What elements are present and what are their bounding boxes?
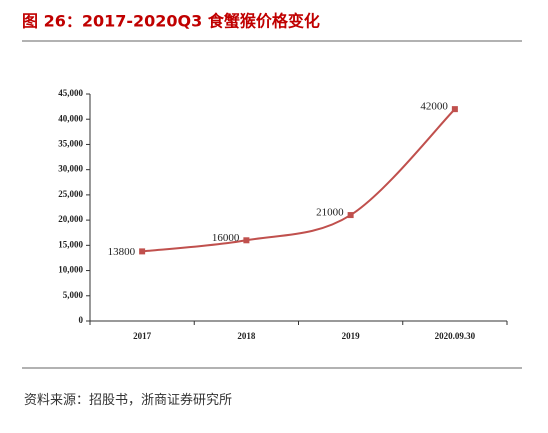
x-tick-label: 2018 — [237, 331, 256, 341]
y-tick-label: 5,000 — [63, 290, 84, 300]
y-tick-label: 40,000 — [58, 113, 83, 123]
line — [142, 108, 456, 253]
marker — [139, 248, 146, 255]
y-tick-label: 10,000 — [58, 265, 83, 275]
y-tick-label: 25,000 — [58, 189, 83, 199]
chart-title: 图 26：2017-2020Q3 食蟹猴价格变化 — [22, 12, 320, 31]
data-label: 13800 — [108, 246, 136, 258]
marker — [347, 212, 354, 219]
data-label: 16000 — [212, 232, 240, 244]
y-tick-label: 20,000 — [58, 214, 83, 224]
y-tick-label: 15,000 — [58, 239, 83, 249]
y-tick-label: 35,000 — [58, 139, 83, 149]
y-tick-label: 45,000 — [58, 88, 83, 98]
source: 资料来源：招股书，浙商证券研究所 — [24, 392, 232, 407]
x-tick-label: 2017 — [133, 331, 152, 341]
y-tick-label: 30,000 — [58, 164, 83, 174]
y-tick-label: 0 — [79, 315, 84, 325]
marker — [451, 106, 458, 113]
data-label: 21000 — [316, 207, 344, 219]
data-label: 42000 — [420, 101, 448, 113]
x-tick-label: 2019 — [342, 331, 361, 341]
marker — [243, 237, 250, 244]
x-tick-label: 2020.09.30 — [435, 331, 476, 341]
